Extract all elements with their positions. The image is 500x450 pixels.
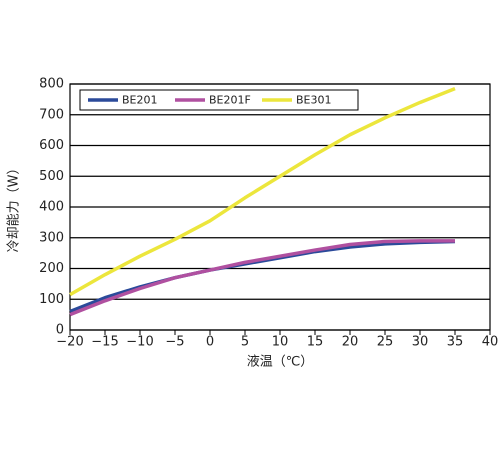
legend-box (79, 89, 359, 111)
legend-label: BE201 (122, 94, 158, 107)
y-tick-label: 100 (39, 292, 64, 307)
y-tick-label: 400 (39, 200, 64, 215)
x-tick-label: 20 (342, 335, 359, 350)
y-tick-label: 500 (39, 169, 64, 184)
plot-frame (69, 83, 491, 331)
x-tick-label: 15 (307, 335, 324, 350)
x-tick-label: 5 (241, 335, 249, 350)
x-tick-label: 10 (272, 335, 289, 350)
series-line (69, 239, 455, 317)
y-tick-label: 200 (39, 261, 64, 276)
y-tick-label: 300 (39, 230, 64, 245)
x-tick-label: −5 (165, 335, 184, 350)
series-line (69, 239, 456, 314)
y-axis-label: 冷却能力（W） (7, 162, 22, 253)
x-tick-label: 25 (377, 335, 394, 350)
legend-label: BE201F (209, 94, 251, 107)
y-tick-label: 800 (39, 77, 64, 92)
x-tick-label: 0 (206, 335, 214, 350)
legend-label: BE301 (296, 94, 332, 107)
y-tick-label: 600 (39, 138, 64, 153)
x-tick-label: 30 (412, 335, 429, 350)
series-line (69, 86, 456, 297)
x-tick-label: 35 (447, 335, 464, 350)
x-tick-label: 40 (482, 335, 499, 350)
y-tick-label: 700 (39, 107, 64, 122)
x-tick-label: −20 (56, 335, 83, 350)
x-axis-label: 液温（℃） (247, 355, 314, 370)
y-tick-label: 0 (56, 323, 64, 338)
x-tick-label: −10 (126, 335, 153, 350)
x-tick-label: −15 (91, 335, 118, 350)
